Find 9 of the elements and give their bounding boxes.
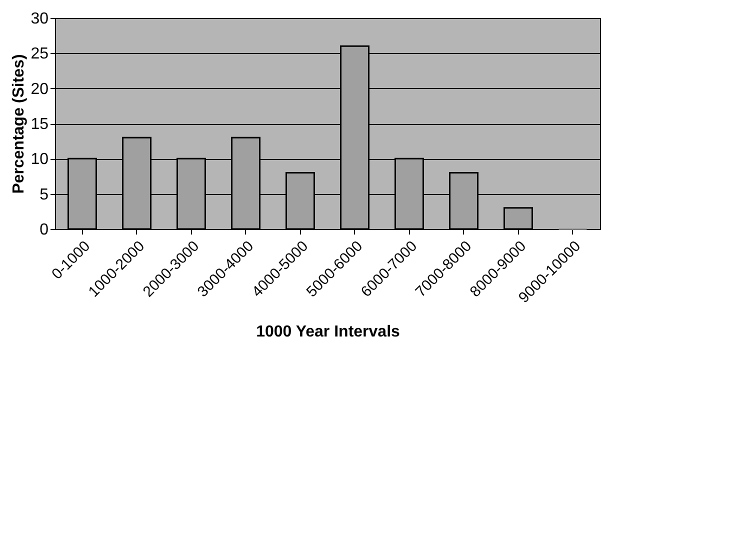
y-tick-label: 20 xyxy=(30,80,49,98)
y-tick-label: 25 xyxy=(30,46,49,63)
y-tick-label: 0 xyxy=(40,222,49,238)
y-tick-label: 5 xyxy=(40,186,49,204)
y-tick-label: 30 xyxy=(30,10,49,28)
x-axis-title: 1000 Year Intervals xyxy=(256,324,400,341)
y-axis-title: Percentage (Sites) xyxy=(10,54,28,194)
y-tick-label: 10 xyxy=(30,151,49,168)
y-tick-label: 15 xyxy=(30,116,49,133)
